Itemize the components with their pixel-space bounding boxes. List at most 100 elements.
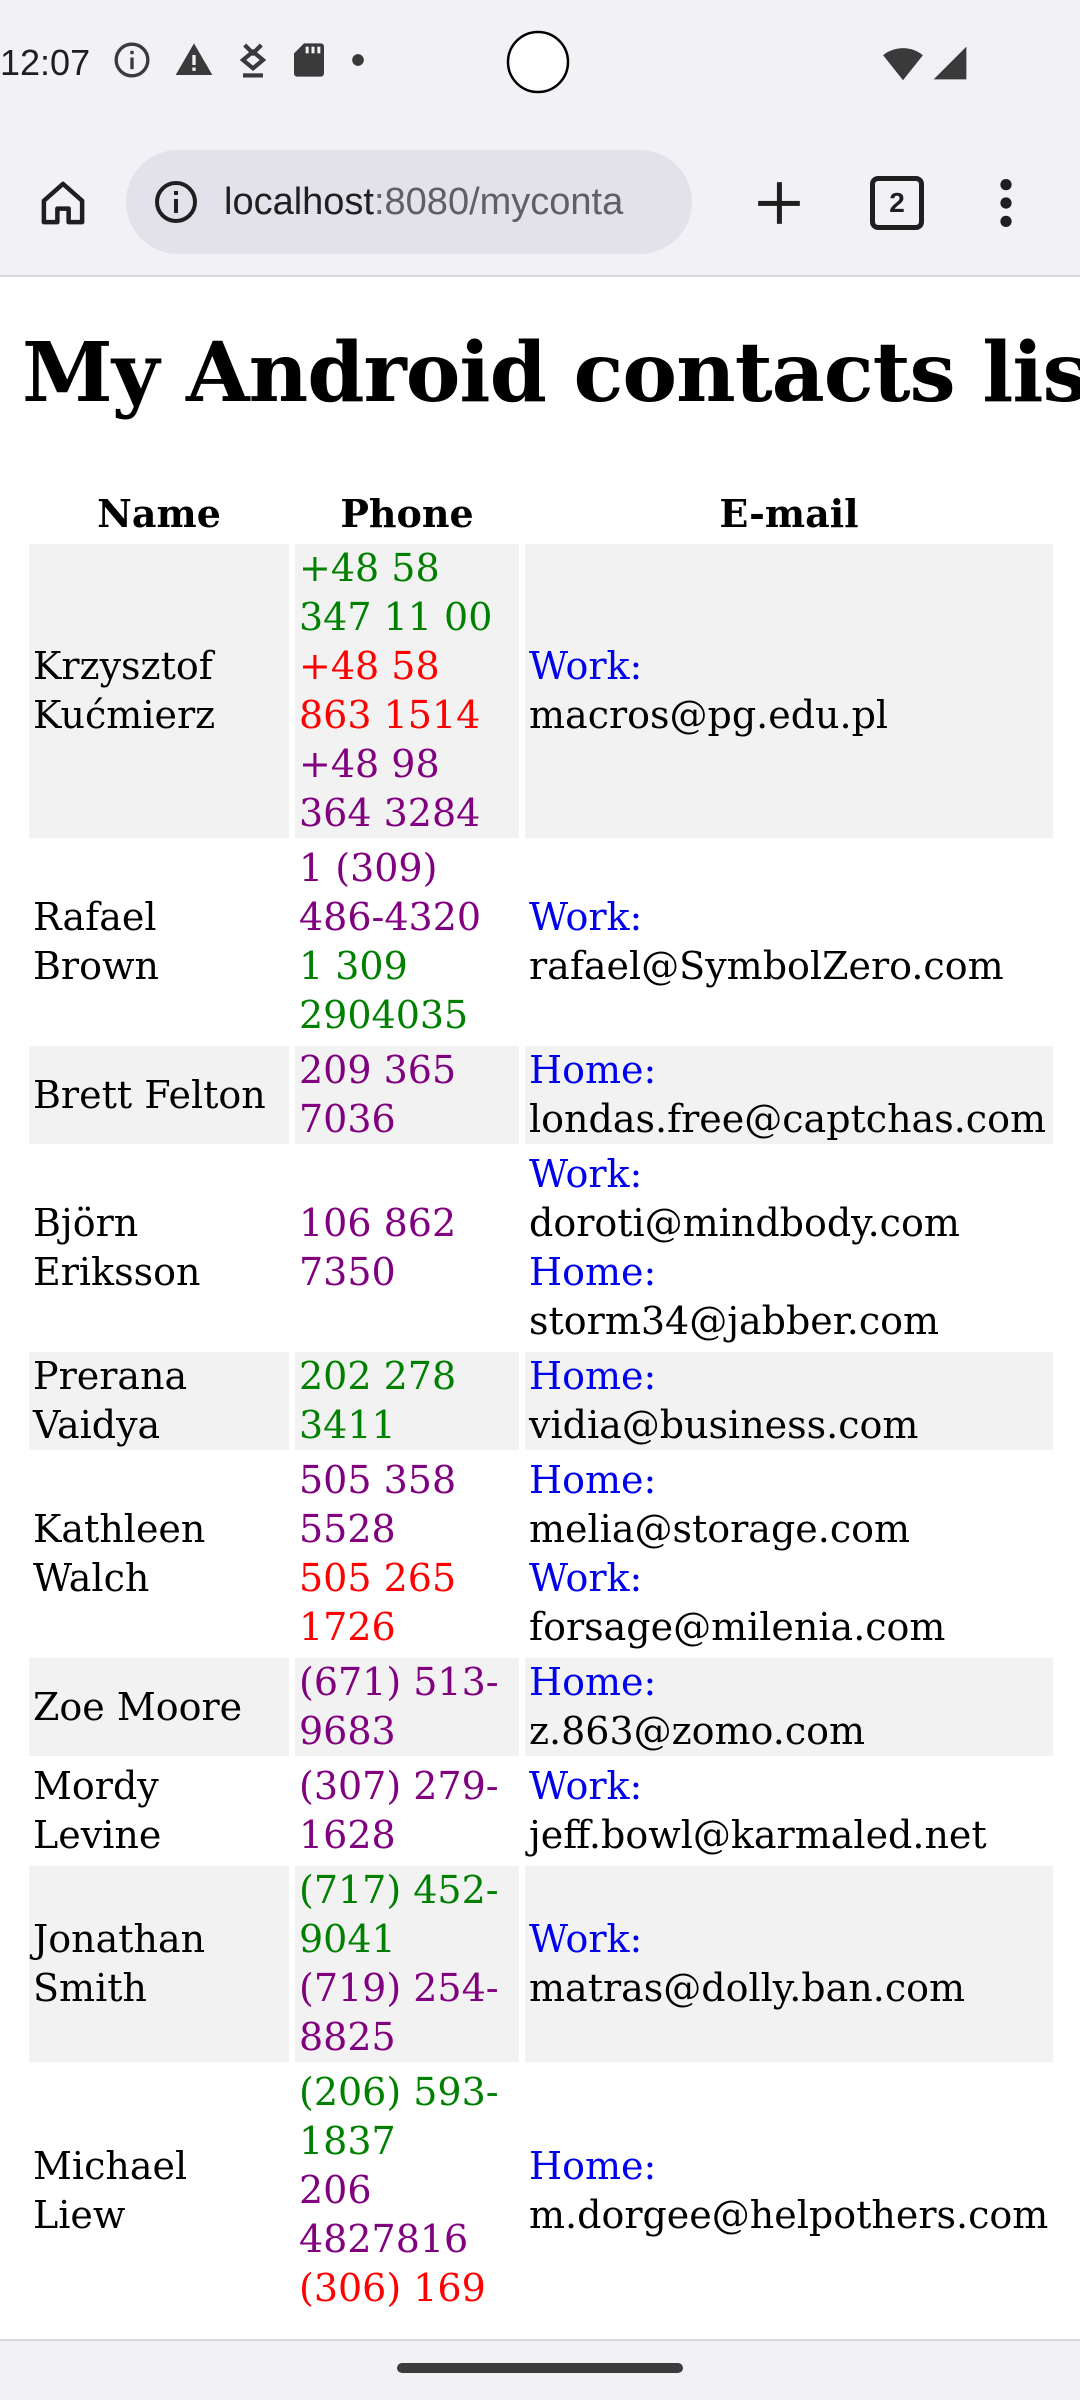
home-button[interactable]: [28, 168, 98, 238]
contact-row: Mordy Levine (307) 279-1628 Work: jeff.bowl…: [29, 1762, 1053, 1860]
email-type-label: Home:: [529, 2143, 657, 2188]
contact-name: Kathleen Walch: [33, 1507, 206, 1600]
gesture-handle[interactable]: [397, 2363, 683, 2373]
phone-number: (717) 452-9041: [299, 1868, 499, 1961]
contact-name: Krzysztof Kućmierz: [29, 544, 289, 838]
phone-number: 202 278 3411: [299, 1354, 457, 1447]
email-type-label: Work:: [529, 895, 643, 939]
dot-icon: [348, 40, 368, 80]
email-entry: Home: londas.free@captchas.com: [529, 1046, 1049, 1144]
phone-number: 209 365 7036: [299, 1048, 457, 1141]
plus-icon: [758, 182, 800, 224]
email-address: forsage@milenia.com: [529, 1605, 946, 1649]
email-address: matras@dolly.ban.com: [529, 1966, 966, 2010]
contact-row: Björn Eriksson 106 862 7350 Work: doroti@mi…: [29, 1150, 1053, 1346]
email-address: vidia@business.com: [529, 1403, 919, 1447]
email-entry: Home: m.dorgee@helpothers.com: [529, 2142, 1049, 2240]
contact-name: Michael Liew: [33, 2143, 188, 2237]
email-type-label: Home:: [529, 1354, 657, 1398]
info-icon: [112, 40, 152, 80]
site-info-icon[interactable]: [152, 178, 200, 226]
contact-emails: Work: macros@pg.edu.pl: [525, 544, 1053, 838]
email-address: doroti@mindbody.com: [529, 1201, 960, 1245]
cell-signal-icon: [932, 44, 968, 87]
contact-emails: Work: jeff.bowl@karmaled.net: [525, 1762, 1053, 1860]
phone-number: (719) 254-8825: [299, 1966, 499, 2059]
home-icon: [41, 181, 85, 225]
contact-phones: 1 (309) 486-4320 1 309 2904035: [295, 844, 519, 1040]
wifi-icon: [882, 44, 924, 87]
contact-row: Krzysztof Kućmierz +48 58 347 11 00 +48 58…: [29, 544, 1053, 838]
url-host: localhost: [224, 180, 374, 223]
phone-number: (307) 279-1628: [299, 1764, 499, 1857]
contact-phones: (206) 593-1837 206 4827816 (306) 169: [295, 2068, 519, 2313]
contact-phones: +48 58 347 11 00 +48 58 863 1514 +48 98 36…: [295, 544, 519, 838]
email-address: z.863@zomo.com: [529, 1709, 866, 1753]
email-type-label: Work:: [529, 1917, 643, 1961]
contact-emails: Home: z.863@zomo.com: [525, 1658, 1053, 1756]
contact-emails: Home: m.dorgee@helpothers.com: [525, 2068, 1053, 2313]
address-bar[interactable]: localhost:8080/myconta: [126, 150, 692, 254]
column-header-email: E-mail: [719, 491, 859, 536]
url-text[interactable]: localhost:8080/myconta: [224, 181, 674, 224]
email-entry: Work: forsage@milenia.com: [529, 1554, 1049, 1652]
tab-switcher-button[interactable]: 2: [866, 172, 928, 234]
contact-name: Brett Felton: [29, 1046, 289, 1144]
email-address: jeff.bowl@karmaled.net: [529, 1813, 987, 1857]
contact-emails: Home: londas.free@captchas.com: [525, 1046, 1053, 1144]
contact-phones: (307) 279-1628: [295, 1762, 519, 1860]
email-type-label: Home:: [529, 1458, 657, 1502]
contact-phones: 106 862 7350: [295, 1150, 519, 1346]
email-entry: Home: melia@storage.com: [529, 1456, 1049, 1554]
email-address: m.dorgee@helpothers.com: [529, 2192, 1049, 2237]
page-title: My Android contacts list: [22, 325, 1080, 421]
web-page: My Android contacts list Name Phone E-ma…: [0, 277, 1080, 2339]
sd-card-icon: [292, 40, 326, 80]
email-address: storm34@jabber.com: [529, 1299, 940, 1343]
phone-number: 1 (309) 486-4320: [299, 846, 482, 939]
status-time: 12:07: [0, 42, 91, 83]
more-options-button[interactable]: [976, 168, 1036, 238]
email-entry: Home: storm34@jabber.com: [529, 1248, 1049, 1346]
phone-number: (206) 593-1837: [299, 2070, 499, 2163]
status-bar: 12:07: [0, 0, 1080, 130]
email-address: rafael@SymbolZero.com: [529, 944, 1004, 988]
table-header-row: Name Phone E-mail: [29, 489, 1053, 538]
column-header-name: Name: [97, 491, 221, 536]
contact-name: Rafael Brown: [33, 895, 159, 988]
email-type-label: Work:: [529, 1764, 643, 1808]
contact-phones: (671) 513-9683: [295, 1658, 519, 1756]
email-entry: Work: macros@pg.edu.pl: [529, 642, 1049, 740]
system-icons: [882, 44, 968, 87]
contact-emails: Home: melia@storage.com Work: forsage@milen…: [525, 1456, 1053, 1652]
contact-name: Jonathan Smith: [29, 1866, 289, 2062]
contact-row: Michael Liew (206) 593-1837 206 4827816 (30…: [29, 2068, 1053, 2313]
navigation-bar: [0, 2339, 1080, 2400]
camera-cutout: [506, 30, 570, 94]
contact-name: Mordy Levine: [33, 1764, 162, 1857]
email-type-label: Work:: [529, 1556, 643, 1600]
contact-row: Prerana Vaidya 202 278 3411 Home: vidia@bus…: [29, 1352, 1053, 1450]
contact-phones: 209 365 7036: [295, 1046, 519, 1144]
phone-number: +48 58 863 1514: [299, 644, 481, 737]
email-entry: Work: doroti@mindbody.com: [529, 1150, 1049, 1248]
column-header-phone: Phone: [340, 491, 474, 536]
download-icon: [236, 40, 270, 80]
contact-row: Kathleen Walch 505 358 5528 505 265 1726 Ho…: [29, 1456, 1053, 1652]
contact-name: Zoe Moore: [29, 1658, 289, 1756]
contact-name: Prerana Vaidya: [29, 1352, 289, 1450]
phone-number: 505 265 1726: [299, 1556, 457, 1649]
contact-phones: 505 358 5528 505 265 1726: [295, 1456, 519, 1652]
contacts-table: Name Phone E-mail Krzysztof Kućmierz +48 …: [23, 483, 1059, 2319]
email-type-label: Home:: [529, 1048, 657, 1092]
new-tab-button[interactable]: [744, 168, 814, 238]
phone-number: 505 358 5528: [299, 1458, 457, 1551]
contact-phones: 202 278 3411: [295, 1352, 519, 1450]
contact-name: Björn Eriksson: [33, 1201, 201, 1294]
contact-emails: Work: doroti@mindbody.com Home: storm34@jab…: [525, 1150, 1053, 1346]
contact-emails: Home: vidia@business.com: [525, 1352, 1053, 1450]
phone-number: (306) 169: [299, 2266, 486, 2310]
phone-number: +48 58 347 11 00: [299, 546, 493, 639]
phone-number: +48 98 364 3284: [299, 742, 481, 835]
email-type-label: Work:: [529, 644, 643, 688]
